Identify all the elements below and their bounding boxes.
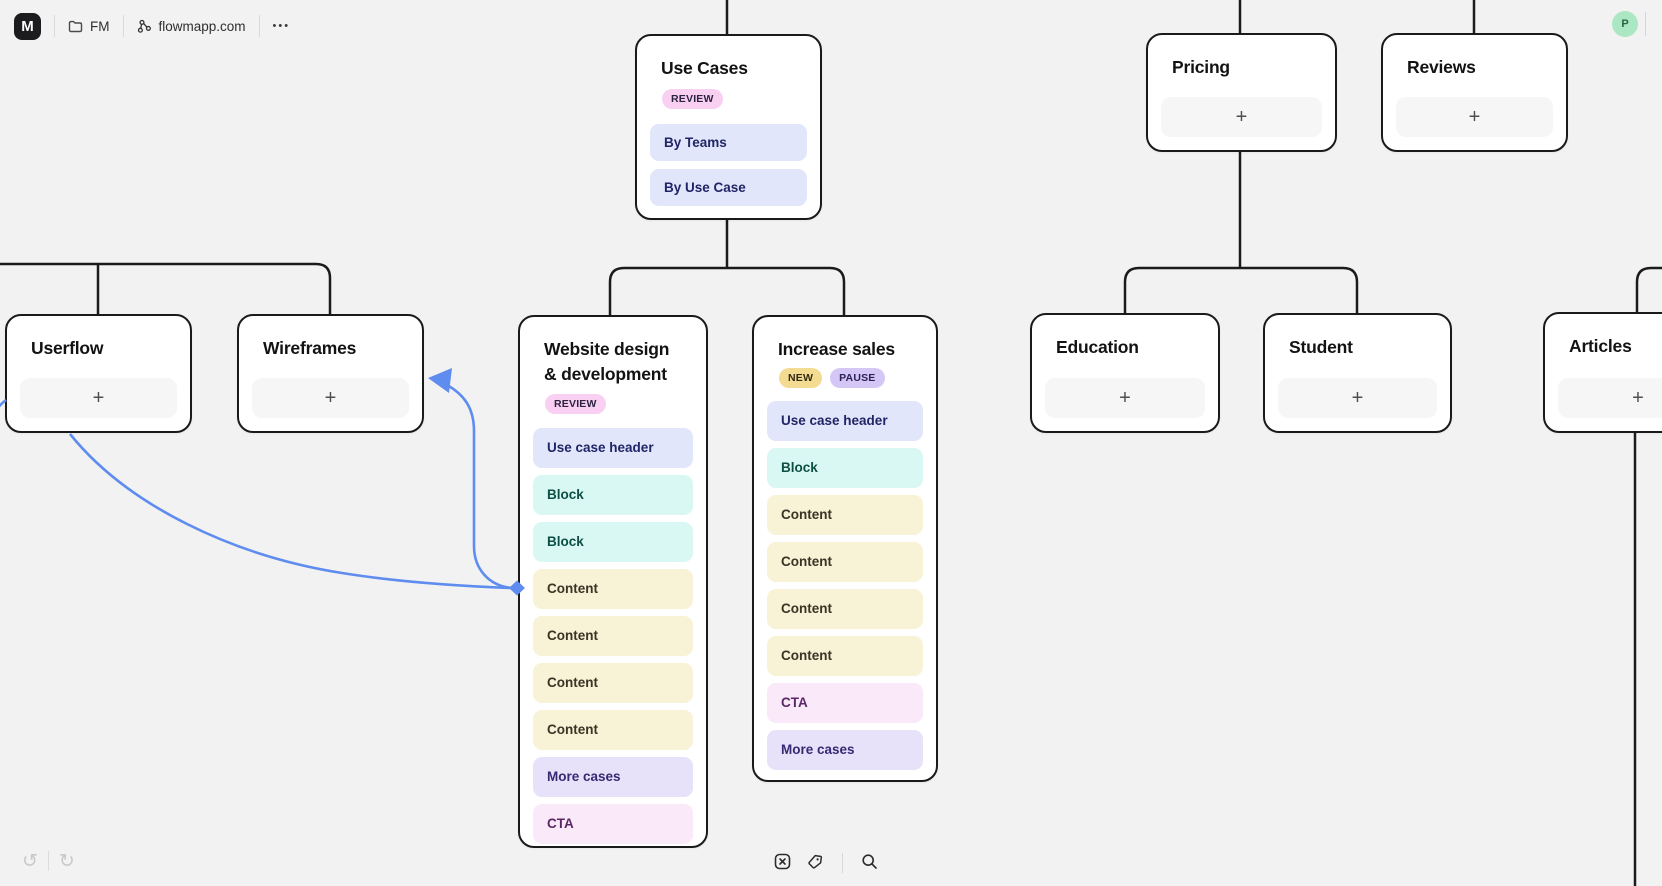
card-title: Reviews xyxy=(1407,57,1476,77)
card-title: Education xyxy=(1056,337,1139,357)
card-item-cta[interactable]: CTA xyxy=(767,682,923,723)
logo-letter: M xyxy=(21,17,34,35)
top-bar: M FM flowmapp.com ••• xyxy=(0,0,1662,52)
undo-button[interactable]: ↺ xyxy=(22,849,38,872)
card-item-header[interactable]: Use case header xyxy=(767,400,923,441)
card-item-block[interactable]: Block xyxy=(533,521,693,562)
add-block-button[interactable]: + xyxy=(1278,378,1437,418)
canvas-toolbar xyxy=(772,851,880,875)
card-item-content[interactable]: Content xyxy=(533,615,693,656)
sitemap-card-increase-sales[interactable]: Increase sales NEW PAUSE Use case header B… xyxy=(752,315,938,782)
folder-icon xyxy=(68,20,83,33)
card-title: Use Cases xyxy=(661,58,748,78)
sitemap-card-education[interactable]: Education + xyxy=(1030,313,1220,433)
sitemap-card-wireframes[interactable]: Wireframes + xyxy=(237,314,424,433)
sitemap-card-userflow[interactable]: Userflow + xyxy=(5,314,192,433)
add-block-button[interactable]: + xyxy=(1558,378,1662,418)
card-item-content[interactable]: Content xyxy=(533,662,693,703)
tag-button[interactable] xyxy=(805,851,826,875)
card-title: Pricing xyxy=(1172,57,1230,77)
badge-row: NEW PAUSE xyxy=(779,367,923,388)
card-items: Use case header Block Content Content Conten… xyxy=(767,400,923,770)
search-button[interactable] xyxy=(859,851,880,875)
card-item-content[interactable]: Content xyxy=(533,709,693,750)
add-block-button[interactable]: + xyxy=(1161,97,1322,137)
badge-row: REVIEW xyxy=(545,393,693,414)
divider xyxy=(54,15,55,37)
divider xyxy=(842,853,843,873)
card-items: By Teams By Use Case xyxy=(650,123,807,206)
status-badge-review: REVIEW xyxy=(662,88,723,109)
flowmapp-logo[interactable]: M xyxy=(14,12,41,40)
card-item-content[interactable]: Content xyxy=(767,494,923,535)
sitemap-icon xyxy=(137,19,152,34)
sitemap-card-website-design[interactable]: Website design & development REVIEW Use … xyxy=(518,315,708,848)
card-item-nav[interactable]: By Teams xyxy=(650,123,807,161)
sitemap-card-articles[interactable]: Articles + xyxy=(1543,312,1662,433)
card-item-content[interactable]: Content xyxy=(533,568,693,609)
card-title: Userflow xyxy=(31,338,104,358)
card-items: Use case header Block Block Content Content C… xyxy=(533,427,693,844)
connector-left-branch xyxy=(0,262,332,316)
sitemap-card-reviews[interactable]: Reviews + xyxy=(1381,33,1568,152)
card-item-block[interactable]: Block xyxy=(533,474,693,515)
card-item-content[interactable]: Content xyxy=(767,588,923,629)
card-item-nav[interactable]: By Use Case xyxy=(650,168,807,206)
tag-icon xyxy=(807,853,824,873)
sitemap-card-pricing[interactable]: Pricing + xyxy=(1146,33,1337,152)
add-block-button[interactable]: + xyxy=(1045,378,1205,418)
status-badge-pause: PAUSE xyxy=(830,367,885,388)
card-title: Website design & development xyxy=(544,339,670,384)
flow-arrowhead xyxy=(428,368,452,393)
fit-screen-button[interactable] xyxy=(772,851,793,875)
site-name: flowmapp.com xyxy=(158,18,246,34)
divider xyxy=(47,851,49,871)
project-name: FM xyxy=(90,18,110,34)
card-item-more[interactable]: More cases xyxy=(767,729,923,770)
flow-userflow-to-content[interactable] xyxy=(68,433,513,590)
status-badge-review: REVIEW xyxy=(545,393,606,414)
card-item-content[interactable]: Content xyxy=(767,541,923,582)
more-menu-button[interactable]: ••• xyxy=(272,20,291,32)
breadcrumb-site[interactable]: flowmapp.com xyxy=(137,19,246,34)
avatar[interactable]: P xyxy=(1612,11,1638,37)
sitemap-card-student[interactable]: Student + xyxy=(1263,313,1452,433)
card-item-block[interactable]: Block xyxy=(767,447,923,488)
fit-screen-icon xyxy=(774,853,791,873)
history-toolbar: ↺ ↻ xyxy=(22,851,75,871)
card-title: Wireframes xyxy=(263,338,357,358)
card-item-more[interactable]: More cases xyxy=(533,756,693,797)
breadcrumb-project[interactable]: FM xyxy=(68,19,110,34)
add-block-button[interactable]: + xyxy=(1396,97,1553,137)
redo-button[interactable]: ↻ xyxy=(58,849,75,872)
add-block-button[interactable]: + xyxy=(20,378,177,418)
card-item-cta[interactable]: CTA xyxy=(533,803,693,844)
divider xyxy=(258,15,260,37)
divider xyxy=(1645,12,1646,36)
avatar-initial: P xyxy=(1621,18,1629,30)
search-icon xyxy=(861,853,878,873)
status-badge-new: NEW xyxy=(779,367,823,388)
card-title: Articles xyxy=(1569,336,1632,356)
badge-row: REVIEW xyxy=(662,88,807,109)
flow-content-to-wireframes[interactable] xyxy=(446,383,513,590)
add-block-button[interactable]: + xyxy=(252,378,409,418)
sitemap-card-use-cases[interactable]: Use Cases REVIEW By Teams By Use Case xyxy=(635,34,822,220)
connector-articles-drop xyxy=(1635,266,1662,314)
connector-usecases-bracket xyxy=(608,266,846,316)
divider xyxy=(122,15,124,37)
card-title: Increase sales xyxy=(778,339,895,359)
connector-pricing-bracket xyxy=(1123,266,1359,315)
card-item-header[interactable]: Use case header xyxy=(533,427,693,468)
card-item-content[interactable]: Content xyxy=(767,635,923,676)
card-title: Student xyxy=(1289,337,1353,357)
